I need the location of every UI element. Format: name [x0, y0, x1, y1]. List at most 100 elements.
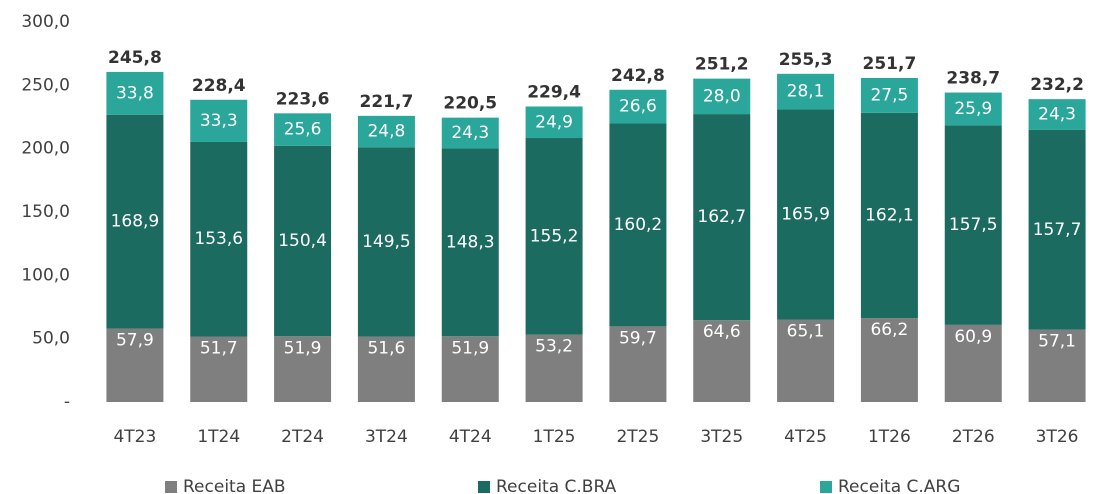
y-tick-label: 150,0 [21, 202, 70, 222]
bar-segment [777, 109, 835, 320]
y-tick-label: 50,0 [32, 329, 70, 349]
total-label: 251,2 [695, 55, 749, 75]
data-label: 153,6 [194, 229, 243, 249]
data-label: 65,1 [787, 322, 825, 342]
bar-segment [693, 114, 751, 321]
data-label: 148,3 [446, 232, 495, 252]
bar-segment [609, 326, 667, 402]
data-label: 162,1 [865, 205, 914, 225]
bar-segment [944, 324, 1002, 402]
total-label: 245,8 [108, 48, 162, 68]
bar-segment [777, 73, 835, 110]
bar-segment [106, 71, 164, 115]
total-label: 220,5 [443, 94, 497, 114]
x-tick-label: 3T26 [1036, 427, 1079, 447]
data-label: 51,9 [451, 338, 489, 358]
data-label: 28,0 [703, 86, 741, 106]
data-label: 165,9 [781, 204, 830, 224]
total-label: 242,8 [611, 66, 665, 86]
total-label: 232,2 [1030, 75, 1084, 95]
bar-segment [357, 115, 415, 148]
bar-segment [274, 113, 332, 146]
data-label: 51,6 [367, 339, 405, 359]
bar-segment [525, 138, 583, 335]
x-tick-label: 2T25 [616, 427, 659, 447]
data-label: 53,2 [535, 337, 573, 357]
bar-segment [274, 336, 332, 402]
data-label: 60,9 [954, 327, 992, 347]
x-tick-label: 4T23 [113, 427, 156, 447]
data-label: 150,4 [278, 231, 327, 251]
x-tick-label: 2T26 [952, 427, 995, 447]
bar-segment [860, 112, 918, 319]
x-tick-label: 1T25 [533, 427, 576, 447]
total-label: 221,7 [360, 92, 414, 112]
data-label: 57,9 [116, 331, 154, 351]
y-tick-label: 100,0 [21, 265, 70, 285]
data-label: 162,7 [697, 207, 746, 227]
bar-segment [190, 141, 248, 337]
bar-segment [274, 145, 332, 337]
bar-segment [860, 318, 918, 402]
x-tick-label: 3T25 [700, 427, 743, 447]
legend-label: Receita C.BRA [496, 477, 617, 494]
legend-swatch [820, 481, 832, 493]
x-tick-label: 3T24 [365, 427, 408, 447]
data-label: 28,1 [787, 82, 825, 102]
total-label: 223,6 [276, 89, 330, 109]
y-tick-label: - [64, 392, 70, 412]
bar-segment [609, 123, 667, 327]
data-label: 33,8 [116, 83, 154, 103]
data-label: 160,2 [614, 215, 663, 235]
total-label: 238,7 [946, 69, 1000, 89]
data-label: 59,7 [619, 328, 657, 348]
data-label: 27,5 [870, 85, 908, 105]
data-label: 149,5 [362, 232, 411, 252]
total-label: 228,4 [192, 76, 246, 96]
data-label: 157,7 [1033, 220, 1082, 240]
bar-segment [190, 336, 248, 402]
bar-segment [944, 125, 1002, 325]
data-label: 168,9 [111, 212, 160, 232]
bar-segment [1028, 99, 1086, 130]
bar-segment [106, 328, 164, 402]
data-label: 26,6 [619, 97, 657, 117]
bar-segment [777, 319, 835, 402]
bar-segment [106, 114, 164, 329]
data-label: 66,2 [870, 320, 908, 340]
data-label: 24,3 [451, 123, 489, 143]
data-label: 64,6 [703, 322, 741, 342]
total-label: 255,3 [779, 50, 833, 70]
bar-segment [441, 336, 499, 402]
data-label: 25,6 [284, 120, 322, 140]
legend-label: Receita C.ARG [838, 477, 960, 494]
data-label: 24,9 [535, 112, 573, 132]
data-label: 25,9 [954, 99, 992, 119]
x-tick-label: 4T24 [449, 427, 492, 447]
bar-segment [525, 334, 583, 402]
y-tick-label: 250,0 [21, 75, 70, 95]
legend-label: Receita EAB [183, 477, 286, 494]
bar-segment [525, 106, 583, 139]
data-label: 51,7 [200, 339, 238, 359]
x-tick-label: 1T24 [197, 427, 240, 447]
bar-segment [609, 89, 667, 124]
data-label: 157,5 [949, 215, 998, 235]
x-tick-label: 2T24 [281, 427, 324, 447]
x-tick-label: 1T26 [868, 427, 911, 447]
bar-segment [190, 99, 248, 142]
data-label: 24,8 [367, 122, 405, 142]
bar-segment [357, 147, 415, 337]
bar-segment [860, 77, 918, 113]
y-tick-label: 300,0 [21, 12, 70, 32]
bar-segment [1028, 329, 1086, 402]
data-label: 57,1 [1038, 332, 1076, 352]
bar-segment [693, 78, 751, 115]
bar-segment [441, 117, 499, 149]
total-label: 229,4 [527, 82, 581, 102]
y-tick-label: 200,0 [21, 139, 70, 159]
data-label: 24,3 [1038, 105, 1076, 125]
bar-segment [693, 320, 751, 402]
bar-segment [944, 92, 1002, 126]
